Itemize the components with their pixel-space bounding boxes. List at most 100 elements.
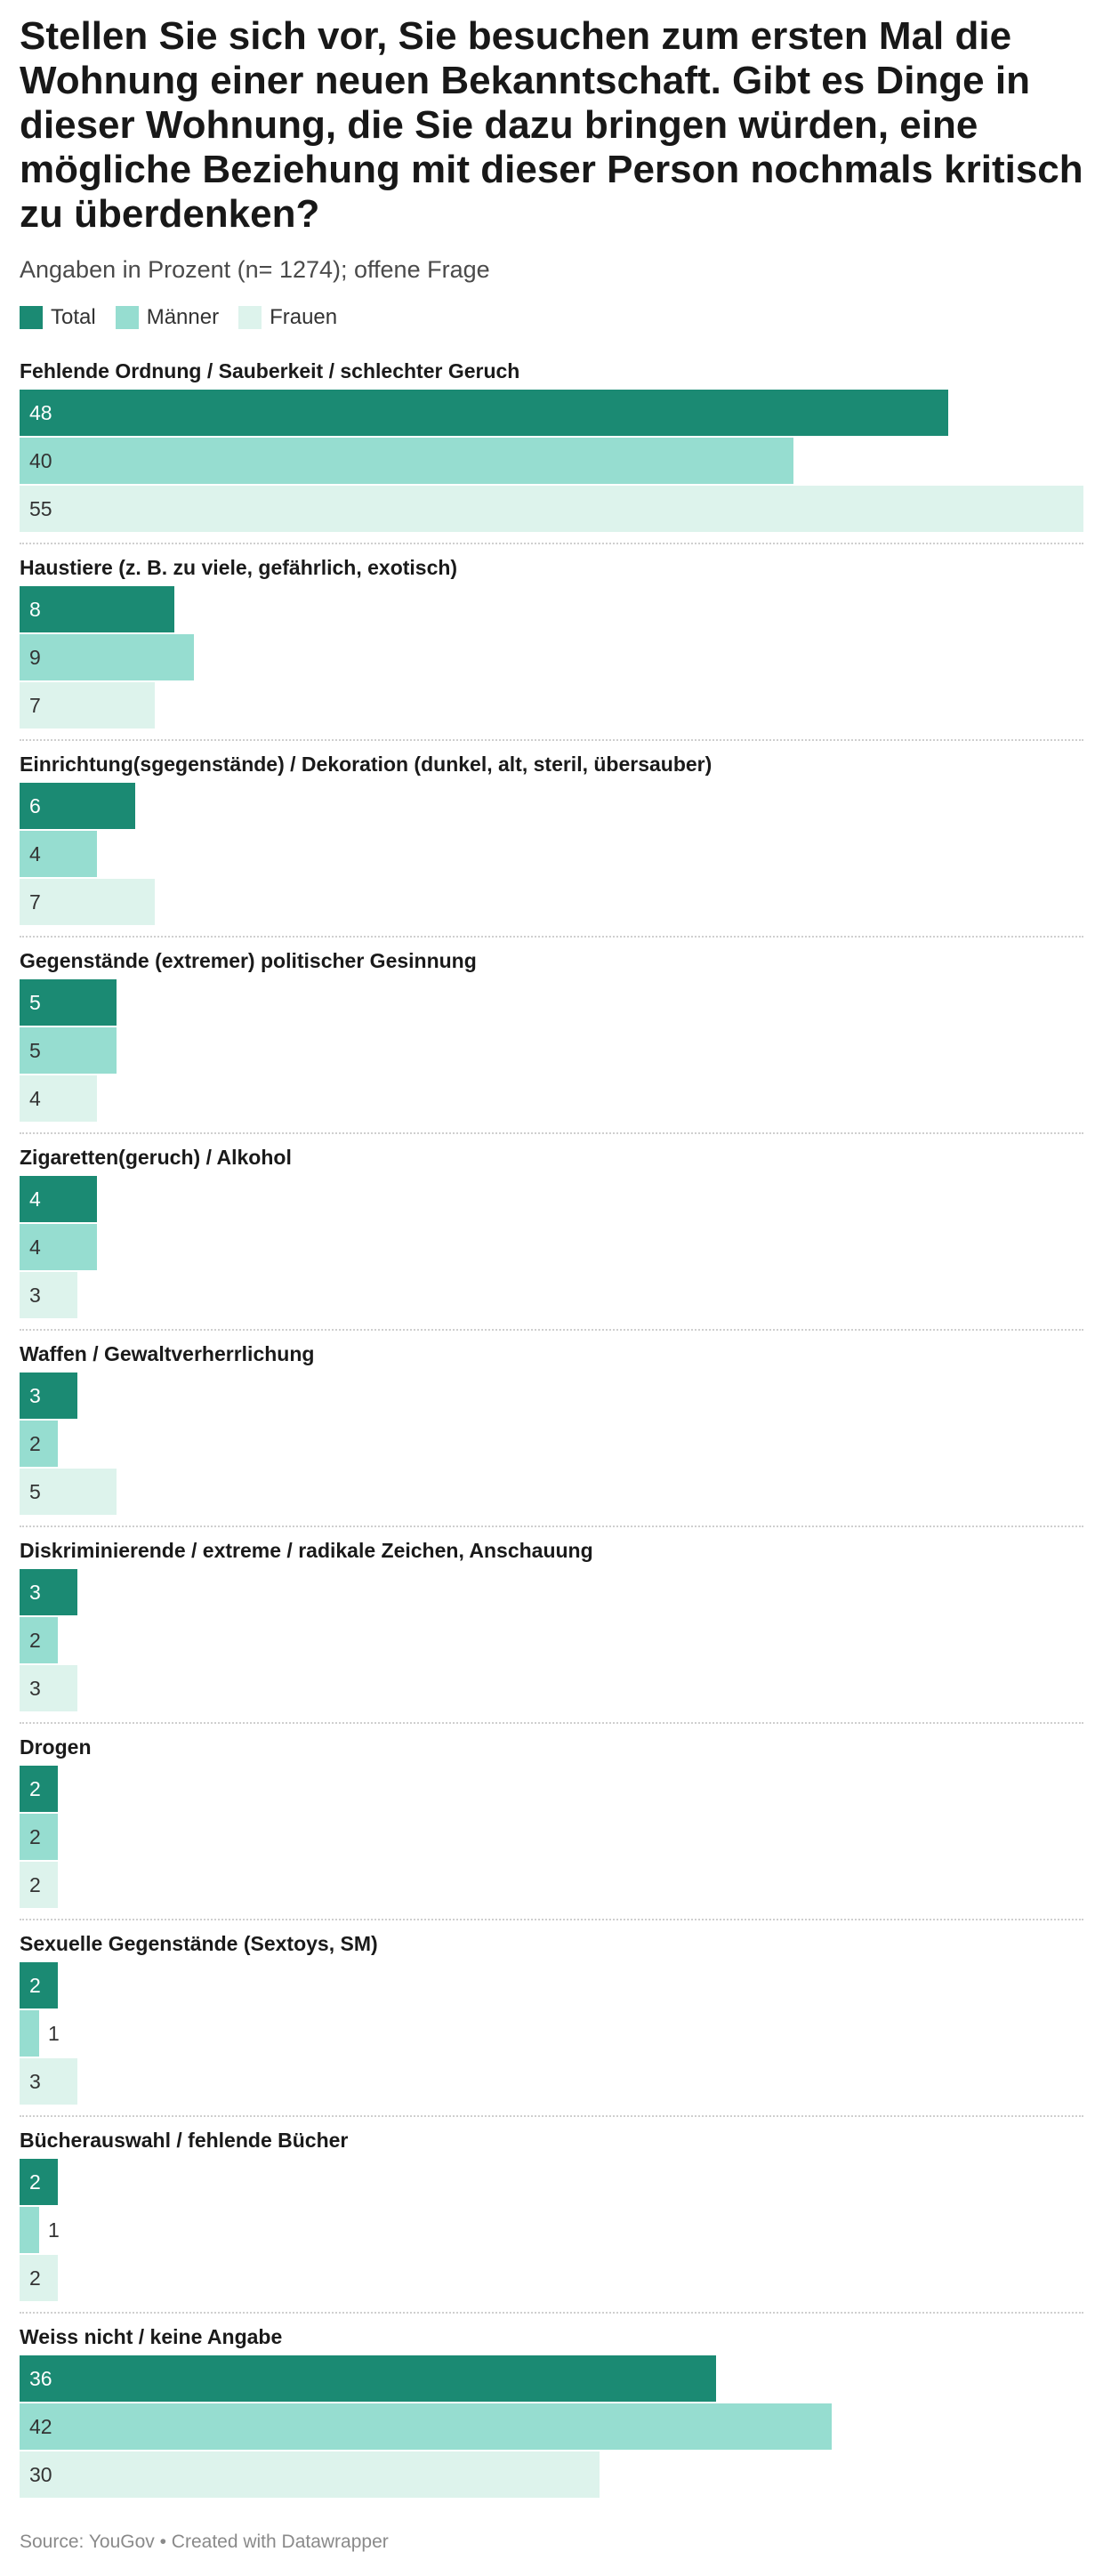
category-label: Sexuelle Gegenstände (Sextoys, SM)	[20, 1932, 378, 1955]
bar-value-label: 2	[29, 2266, 41, 2290]
bar-total	[20, 1176, 97, 1222]
category-label: Fehlende Ordnung / Sauberkeit / schlecht…	[20, 359, 520, 382]
bar-frauen	[20, 486, 1083, 532]
legend-label: Total	[51, 305, 96, 329]
bar-value-label: 3	[29, 1284, 41, 1307]
bar-maenner	[20, 1814, 58, 1860]
bar-frauen	[20, 2255, 58, 2301]
bar-value-label: 3	[29, 1581, 41, 1604]
category-group: Drogen 2 2 2	[20, 1734, 1083, 1930]
bar-maenner	[20, 438, 793, 484]
category-label: Diskriminierende / extreme / radikale Ze…	[20, 1539, 593, 1562]
legend-label: Männer	[146, 305, 220, 329]
category-label: Bücherauswahl / fehlende Bücher	[20, 2129, 349, 2152]
bar-value-label: 48	[29, 401, 52, 424]
group-divider	[20, 1722, 1083, 1724]
bar-value-label: 5	[29, 991, 41, 1014]
bar-value-label: 2	[29, 1432, 41, 1455]
bar-value-label: 1	[48, 2218, 60, 2242]
category-label: Weiss nicht / keine Angabe	[20, 2325, 283, 2348]
bar-value-label: 7	[29, 694, 41, 717]
legend-item-total: Total	[20, 305, 96, 330]
bar-frauen	[20, 2451, 600, 2498]
category-group: Diskriminierende / extreme / radikale Ze…	[20, 1537, 1083, 1734]
bar-total	[20, 1962, 58, 2008]
bar-value-label: 4	[29, 1187, 41, 1211]
bar-value-label: 3	[29, 1384, 41, 1407]
legend-swatch	[115, 306, 139, 329]
bar-value-label: 4	[29, 1236, 41, 1259]
group-divider	[20, 1329, 1083, 1331]
category-label: Einrichtung(sgegenstände) / Dekoration (…	[20, 753, 713, 776]
group-divider	[20, 936, 1083, 938]
bar-maenner	[20, 1421, 58, 1467]
bar-value-label: 8	[29, 598, 41, 621]
bar-total	[20, 1373, 77, 1419]
category-label: Waffen / Gewaltverherrlichung	[20, 1342, 315, 1365]
category-label: Zigaretten(geruch) / Alkohol	[20, 1146, 292, 1169]
bar-value-label: 36	[29, 2367, 52, 2390]
source-footer: Source: YouGov • Created with Datawrappe…	[20, 2532, 389, 2552]
bar-value-label: 2	[29, 1873, 41, 1896]
category-label: Gegenstände (extremer) politischer Gesin…	[20, 949, 477, 972]
bar-total	[20, 783, 135, 829]
bar-frauen	[20, 682, 155, 729]
group-divider	[20, 1919, 1083, 1920]
bar-maenner	[20, 1027, 117, 1074]
bar-value-label: 2	[29, 1974, 41, 1997]
bar-value-label: 7	[29, 890, 41, 914]
bar-frauen	[20, 879, 155, 925]
bar-value-label: 4	[29, 1087, 41, 1110]
category-group: Zigaretten(geruch) / Alkohol 4 4 3	[20, 1144, 1083, 1340]
legend-item-maenner: Männer	[115, 305, 220, 330]
bar-frauen	[20, 1665, 77, 1711]
category-group: Waffen / Gewaltverherrlichung 3 2 5	[20, 1340, 1083, 1537]
bar-frauen	[20, 1469, 117, 1515]
bar-frauen	[20, 1272, 77, 1318]
bar-total	[20, 2159, 58, 2205]
category-group: Sexuelle Gegenstände (Sextoys, SM) 2 1 3	[20, 1930, 1083, 2127]
category-label: Drogen	[20, 1735, 92, 1759]
bar-maenner	[20, 2010, 39, 2057]
bar-frauen	[20, 1862, 58, 1908]
bar-value-label: 3	[29, 2070, 41, 2093]
chart-subtitle: Angaben in Prozent (n= 1274); offene Fra…	[20, 256, 490, 283]
bar-maenner	[20, 1617, 58, 1663]
chart-header: Stellen Sie sich vor, Sie besuchen zum e…	[20, 14, 1083, 331]
bar-value-label: 6	[29, 794, 41, 817]
group-divider	[20, 739, 1083, 741]
bar-value-label: 2	[29, 1777, 41, 1800]
category-group: Bücherauswahl / fehlende Bücher 2 1 2	[20, 2127, 1083, 2323]
bar-value-label: 3	[29, 1677, 41, 1700]
bar-value-label: 42	[29, 2415, 52, 2438]
category-group: Gegenstände (extremer) politischer Gesin…	[20, 947, 1083, 1144]
group-divider	[20, 2115, 1083, 2117]
bar-value-label: 5	[29, 1039, 41, 1062]
bar-value-label: 4	[29, 842, 41, 865]
bar-value-label: 9	[29, 646, 41, 669]
bar-total	[20, 1569, 77, 1615]
bar-value-label: 2	[29, 2170, 41, 2194]
group-divider	[20, 2312, 1083, 2314]
bar-value-label: 5	[29, 1480, 41, 1503]
chart-title: Stellen Sie sich vor, Sie besuchen zum e…	[20, 14, 1083, 236]
category-group: Einrichtung(sgegenstände) / Dekoration (…	[20, 751, 1083, 947]
bar-total	[20, 2355, 716, 2402]
category-group: Fehlende Ordnung / Sauberkeit / schlecht…	[20, 358, 1083, 554]
bar-maenner	[20, 831, 97, 877]
bar-value-label: 2	[29, 1629, 41, 1652]
bar-total	[20, 586, 174, 632]
legend-item-frauen: Frauen	[238, 305, 337, 330]
bar-frauen	[20, 2058, 77, 2105]
category-group: Weiss nicht / keine Angabe 36 42 30	[20, 2323, 1083, 2520]
legend-swatch	[20, 306, 43, 329]
group-divider	[20, 543, 1083, 544]
bar-total	[20, 979, 117, 1026]
legend-label: Frauen	[270, 305, 338, 329]
bar-frauen	[20, 1075, 97, 1122]
category-label: Haustiere (z. B. zu viele, gefährlich, e…	[20, 556, 458, 579]
bar-maenner	[20, 1224, 97, 1270]
bar-value-label: 40	[29, 449, 52, 472]
bar-value-label: 30	[29, 2463, 52, 2486]
bar-value-label: 1	[48, 2022, 60, 2045]
